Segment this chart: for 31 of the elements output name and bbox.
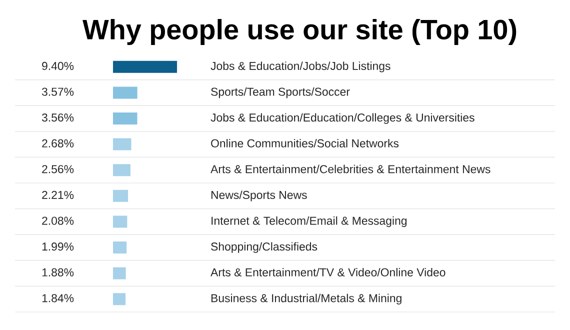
y-tick-label: Online Communities/Social Networks <box>211 139 399 148</box>
y-tick-label: Arts & Entertainment/TV & Video/Online Video <box>210 268 446 276</box>
data-label: 2.08% <box>42 216 74 225</box>
data-label: 9.40% <box>42 62 74 70</box>
bar <box>113 60 178 73</box>
data-label: 2.56% <box>42 165 74 174</box>
y-tick-label: Shopping/Classifieds <box>211 242 318 253</box>
y-tick-label: Business & Industrial/Metals & Mining <box>211 294 402 304</box>
data-label: 3.56% <box>42 113 74 122</box>
data-label: 3.57% <box>42 88 74 96</box>
y-tick-label: Jobs & Education/Jobs/Job Listings <box>210 62 390 72</box>
bar <box>113 112 138 124</box>
y-tick-label: Arts & Entertainment/Celebrities & Entertainment News <box>210 164 490 174</box>
bar <box>113 164 130 176</box>
bar <box>113 242 127 254</box>
bar <box>113 267 126 280</box>
data-label: 1.99% <box>42 242 74 251</box>
text: Why people use our site (Top 10) <box>82 19 516 45</box>
data-label: 2.21% <box>42 190 74 199</box>
data-label: 1.88% <box>42 268 74 276</box>
data-label: 2.68% <box>42 139 74 148</box>
y-tick-label: Jobs & Education/Education/Colleges & Universities <box>210 113 474 124</box>
y-tick-label: Internet & Telecom/Email & Messaging <box>212 216 407 228</box>
bar <box>113 138 132 150</box>
bar <box>113 86 138 99</box>
bar <box>113 190 128 202</box>
bar <box>113 293 126 306</box>
y-tick-label: News/Sports News <box>211 190 307 202</box>
bar <box>113 216 128 228</box>
y-tick-label: Sports/Team Sports/Soccer <box>211 87 350 98</box>
data-label: 1.84% <box>42 294 74 302</box>
